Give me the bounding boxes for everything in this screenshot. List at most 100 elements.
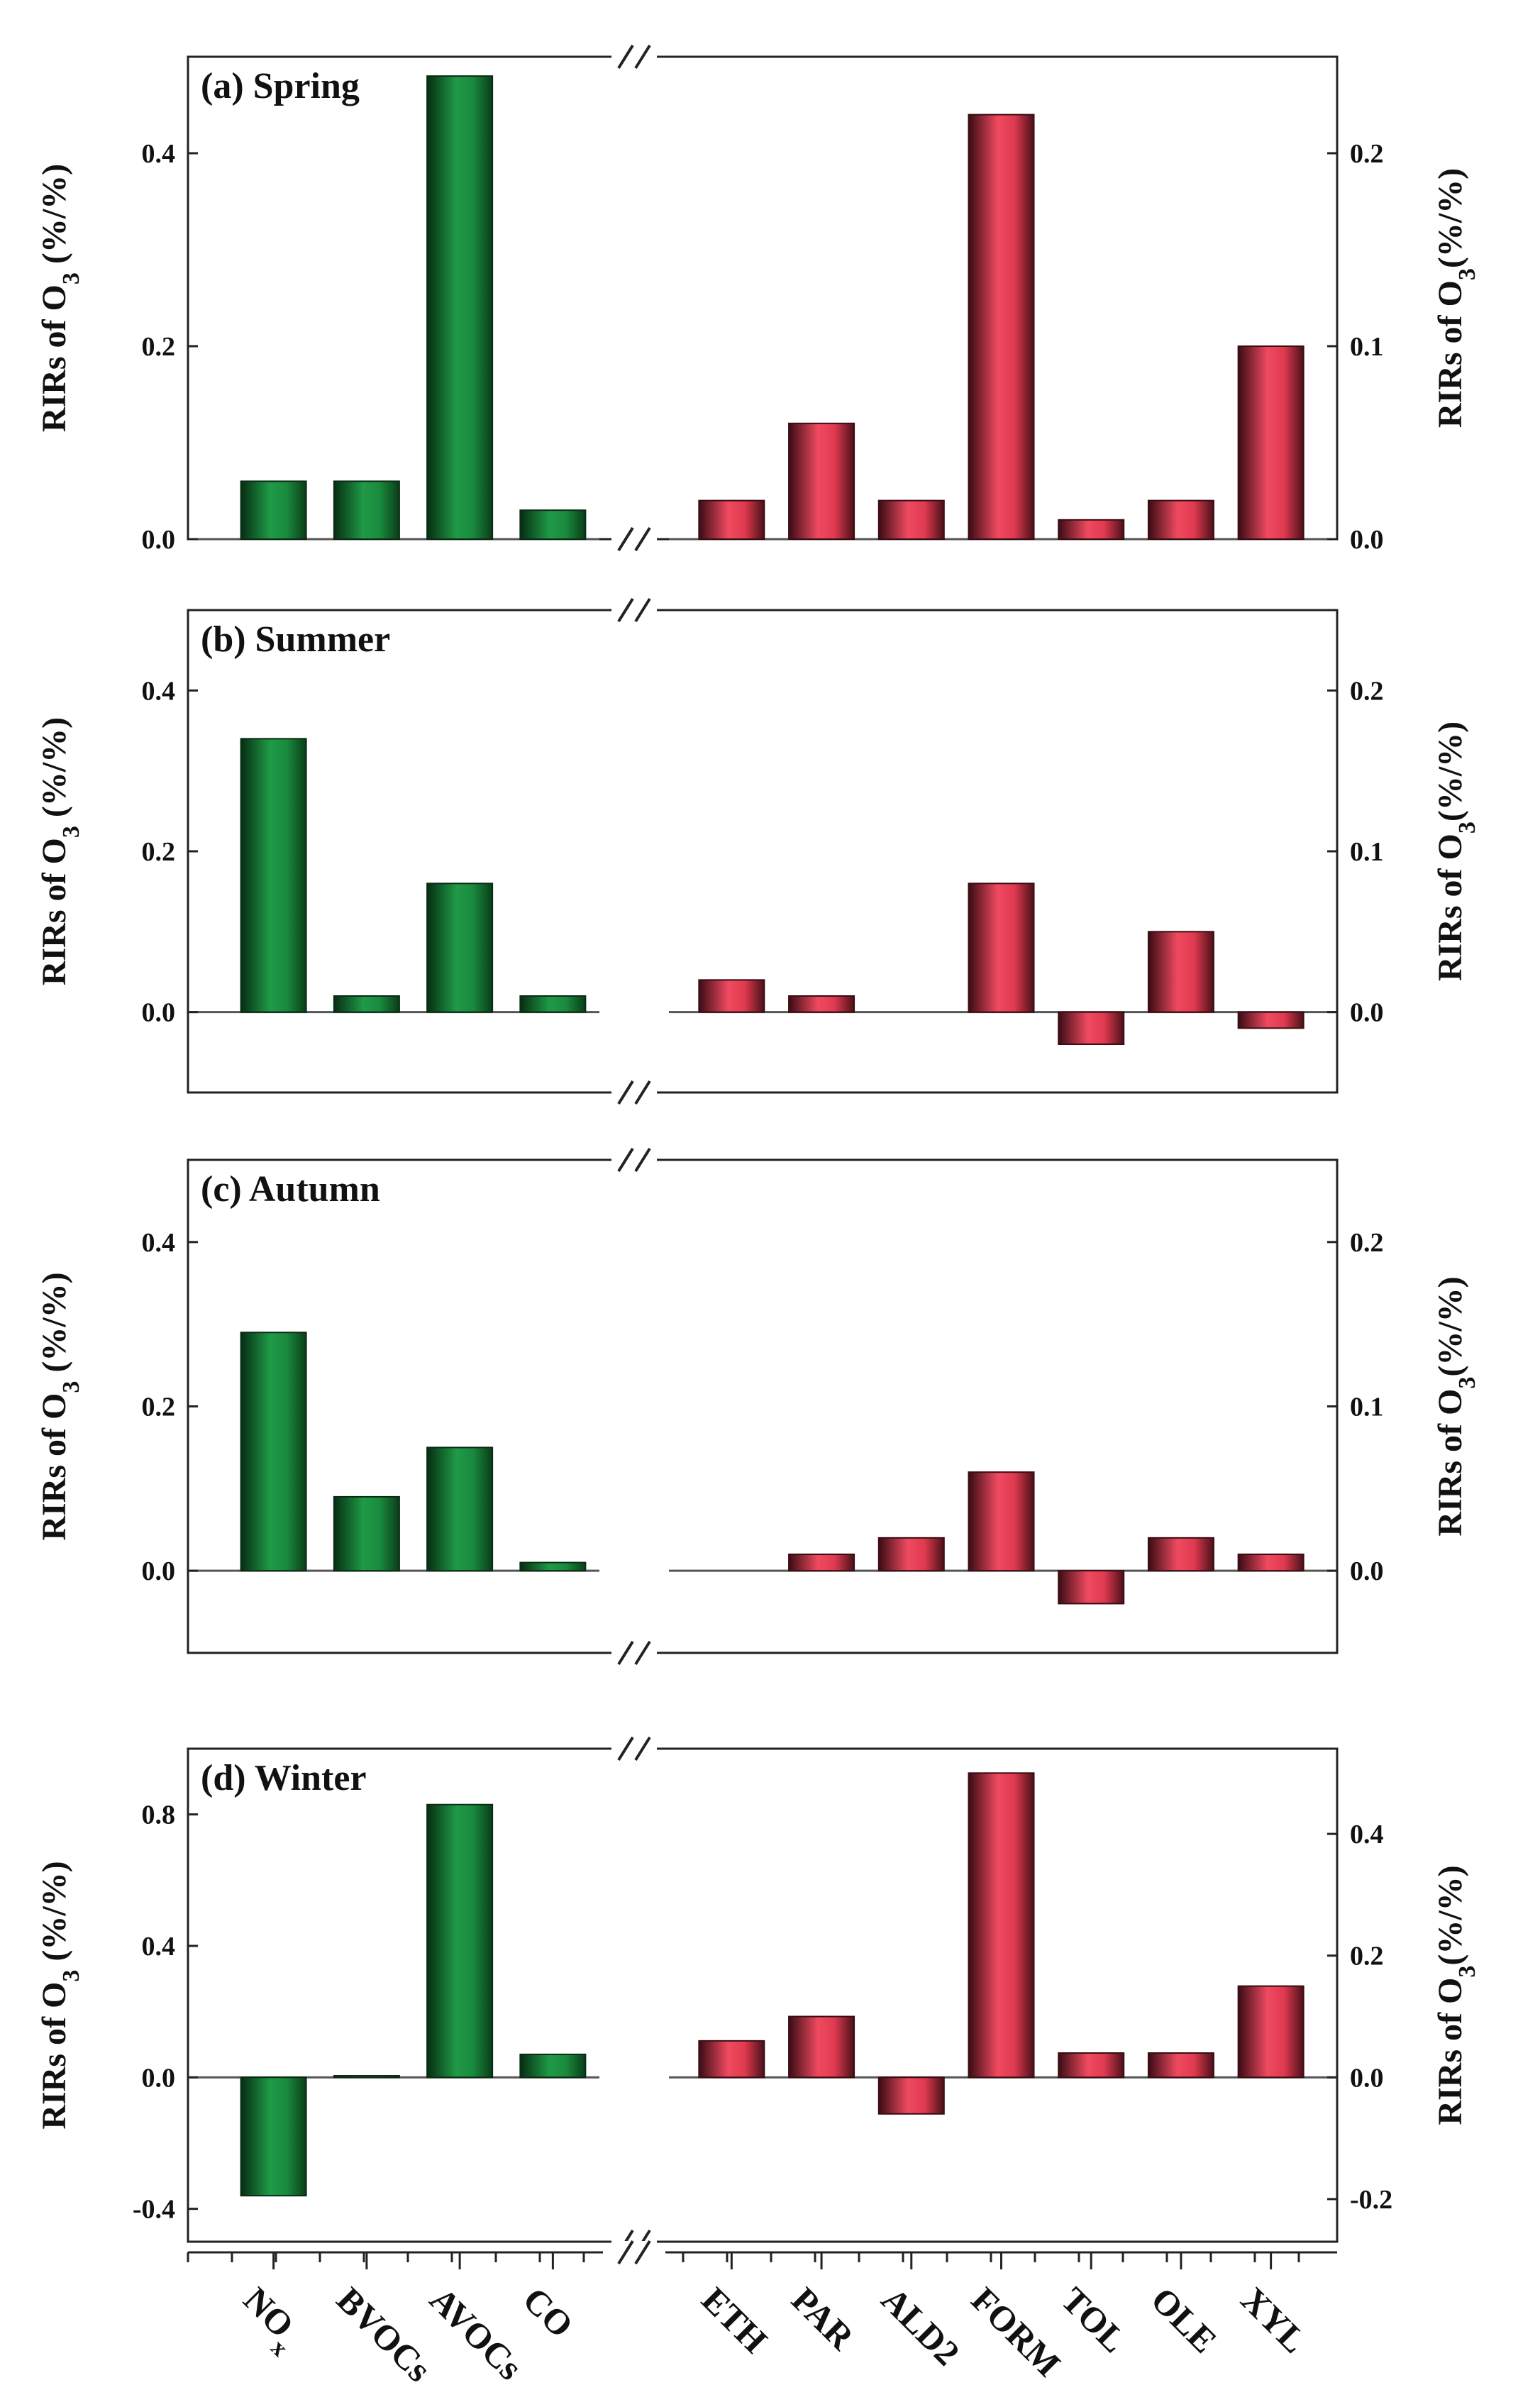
- panel-bsummer: 0.0 0.2 0.4 0.0 0.1 0.2 RIRs of O3 (%/%) RIRs o…: [35, 597, 1480, 1105]
- y-axis-label-right: RIRs of O3(%/%): [1431, 1865, 1480, 2125]
- x-tick-label: XYL: [1234, 2279, 1314, 2360]
- y-axis-label-right: RIRs of O3(%/%): [1431, 1276, 1480, 1536]
- bar-co: [519, 509, 587, 541]
- bar-bvocs: [333, 480, 400, 541]
- right-tick-label: 0.2: [1350, 1942, 1384, 1971]
- left-tick-label: 0.4: [142, 139, 176, 169]
- right-tick-label: 0.4: [1350, 1820, 1384, 1849]
- axis-break-top: [614, 44, 654, 70]
- bar-tol: [1058, 1011, 1125, 1045]
- left-tick-label: 0.4: [142, 1228, 176, 1258]
- right-tick-label: 0.0: [1350, 998, 1384, 1028]
- bar-eth: [698, 2040, 765, 2079]
- bar-form: [968, 882, 1035, 1013]
- left-tick-label: 0.4: [142, 676, 176, 706]
- bar-eth: [698, 979, 765, 1013]
- axis-break-bottom: [614, 526, 654, 552]
- bar-eth: [698, 499, 765, 540]
- y-axis-label-left: RIRs of O3 (%/%): [35, 717, 84, 985]
- axis-break-top: [614, 597, 654, 623]
- x-tick-label: AVOCs: [422, 2279, 530, 2387]
- left-tick-label: 0.0: [142, 2063, 176, 2093]
- right-tick-label: 0.1: [1350, 332, 1384, 362]
- y-axis-label-right: RIRs of O3(%/%): [1431, 168, 1480, 428]
- bar-par: [788, 1554, 855, 1572]
- axis-break-bottom: [614, 1640, 654, 1666]
- left-tick-label: 0.2: [142, 1393, 176, 1422]
- bar-co: [519, 1561, 587, 1572]
- bar-par: [788, 422, 855, 540]
- left-tick-label: -0.4: [133, 2195, 175, 2225]
- plot-frame: [187, 1158, 1339, 1654]
- bar-nox: [240, 2076, 307, 2197]
- bar-avocs: [426, 1803, 494, 2079]
- x-tick-label: ETH: [694, 2279, 775, 2360]
- bar-par: [788, 995, 855, 1013]
- bar-ald2: [877, 2076, 945, 2115]
- bar-tol: [1058, 1570, 1125, 1605]
- y-axis-label-right: RIRs of O3(%/%): [1431, 721, 1480, 981]
- x-tick-label: BVOCs: [329, 2279, 439, 2389]
- bar-nox: [240, 480, 307, 541]
- panel-title: (b) Summer: [201, 619, 390, 660]
- left-tick-label: 0.4: [142, 1932, 176, 1961]
- right-tick-label: 0.0: [1350, 2063, 1384, 2093]
- right-tick-label: 0.0: [1350, 1556, 1384, 1586]
- bar-xyl: [1237, 345, 1304, 540]
- bar-xyl: [1237, 1985, 1304, 2079]
- bar-ald2: [877, 1537, 945, 1572]
- bar-form: [968, 114, 1035, 541]
- x-tick-label: FORM: [964, 2279, 1069, 2384]
- right-tick-label: 0.2: [1350, 676, 1384, 706]
- right-tick-label: 0.2: [1350, 1228, 1384, 1258]
- bar-tol: [1058, 519, 1125, 540]
- left-tick-label: 0.0: [142, 525, 176, 555]
- x-tick-label: CO: [516, 2279, 582, 2345]
- axis-break-bottom: [614, 1080, 654, 1105]
- right-tick-label: 0.1: [1350, 1393, 1384, 1422]
- x-tick-label: PAR: [784, 2279, 862, 2357]
- panel-title: (c) Autumn: [201, 1169, 380, 1210]
- bar-ole: [1147, 2052, 1214, 2079]
- bar-avocs: [426, 1446, 494, 1572]
- left-tick-label: 0.2: [142, 332, 176, 362]
- bar-nox: [240, 1332, 307, 1572]
- plot-frame: [187, 609, 1339, 1094]
- right-tick-label: -0.2: [1350, 2185, 1392, 2215]
- plot-frame: [187, 1747, 1339, 2243]
- axis-break-top: [614, 1147, 654, 1173]
- right-tick-label: 0.1: [1350, 837, 1384, 867]
- panel-title: (d) Winter: [201, 1758, 367, 1798]
- bar-ole: [1147, 499, 1214, 540]
- left-tick-label: 0.8: [142, 1800, 176, 1830]
- panel-title: (a) Spring: [201, 66, 360, 106]
- bar-bvocs: [333, 995, 400, 1013]
- bar-form: [968, 1772, 1035, 2079]
- left-tick-label: 0.2: [142, 837, 176, 867]
- panel-aspring: 0.0 0.2 0.4 0.0 0.1 0.2 RIRs of O3 (%/%) RIRs o…: [35, 44, 1480, 555]
- bar-avocs: [426, 882, 494, 1013]
- bar-xyl: [1237, 1554, 1304, 1572]
- panel-cautumn: 0.0 0.2 0.4 0.0 0.1 0.2 RIRs of O3 (%/%) RIRs o…: [35, 1147, 1480, 1666]
- panel-dwinter: -0.4 0.0 0.4 0.8 -0.2 0.0 0.2 0.4 RIRs of O3 (%/…: [35, 1736, 1480, 2254]
- y-axis-label-left: RIRs of O3 (%/%): [35, 164, 84, 432]
- right-tick-label: 0.0: [1350, 525, 1384, 555]
- axis-break-x: [614, 2240, 654, 2265]
- bar-co: [519, 995, 587, 1013]
- x-tick-label: ALD2: [874, 2279, 968, 2373]
- bar-tol: [1058, 2052, 1125, 2079]
- bar-co: [519, 2053, 587, 2079]
- x-tick-label: TOL: [1053, 2279, 1134, 2360]
- bar-form: [968, 1471, 1035, 1572]
- bar-ole: [1147, 931, 1214, 1013]
- axis-break-top: [614, 1736, 654, 1761]
- bar-ald2: [877, 499, 945, 540]
- bar-bvocs: [333, 1495, 400, 1572]
- bar-avocs: [426, 75, 494, 540]
- plot-frame: [187, 55, 1339, 541]
- left-tick-label: 0.0: [142, 998, 176, 1028]
- left-tick-label: 0.0: [142, 1556, 176, 1586]
- bar-par: [788, 2015, 855, 2079]
